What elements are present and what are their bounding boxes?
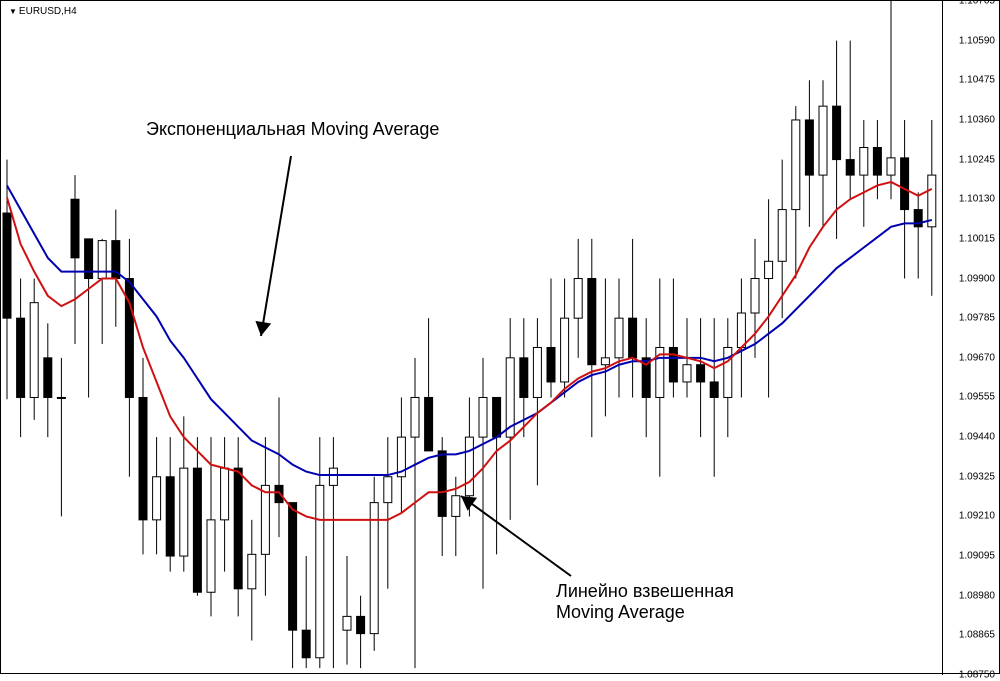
y-axis-label: 1.10475 [959,75,995,86]
symbol-label: EURUSD,H4 [19,6,77,17]
y-axis-label: 1.10245 [959,154,995,165]
lwma-annotation-text: Линейно взвешеннаяMoving Average [556,581,734,622]
y-axis: 1.10705 1.10590 1.10475 1.10360 1.10245 1.101… [941,1,999,675]
y-axis-label: 1.09440 [959,432,995,443]
ema-annotation: Экспоненциальная Moving Average [146,119,439,140]
y-axis-label: 1.08865 [959,630,995,641]
y-axis-label: 1.10705 [959,0,995,7]
y-axis-label: 1.10590 [959,35,995,46]
chart-container: ▼ EURUSD,H4 Экспоненциальная Moving Aver… [0,0,1000,674]
y-axis-label: 1.09210 [959,511,995,522]
y-axis-label: 1.09555 [959,392,995,403]
chart-area[interactable]: ▼ EURUSD,H4 Экспоненциальная Moving Aver… [1,1,943,675]
dropdown-icon: ▼ [9,7,17,16]
y-axis-label: 1.09325 [959,471,995,482]
symbol-title: ▼ EURUSD,H4 [5,5,81,18]
y-axis-label: 1.10360 [959,114,995,125]
y-axis-label: 1.09900 [959,273,995,284]
y-axis-label: 1.08980 [959,590,995,601]
lwma-annotation: Линейно взвешеннаяMoving Average [556,581,734,622]
y-axis-label: 1.09095 [959,551,995,562]
y-axis-label: 1.09785 [959,313,995,324]
ema-annotation-text: Экспоненциальная Moving Average [146,119,439,139]
y-axis-label: 1.08750 [959,670,995,681]
y-axis-label: 1.10015 [959,233,995,244]
candlestick-layer [1,1,943,675]
y-axis-label: 1.10130 [959,194,995,205]
y-axis-label: 1.09670 [959,352,995,363]
